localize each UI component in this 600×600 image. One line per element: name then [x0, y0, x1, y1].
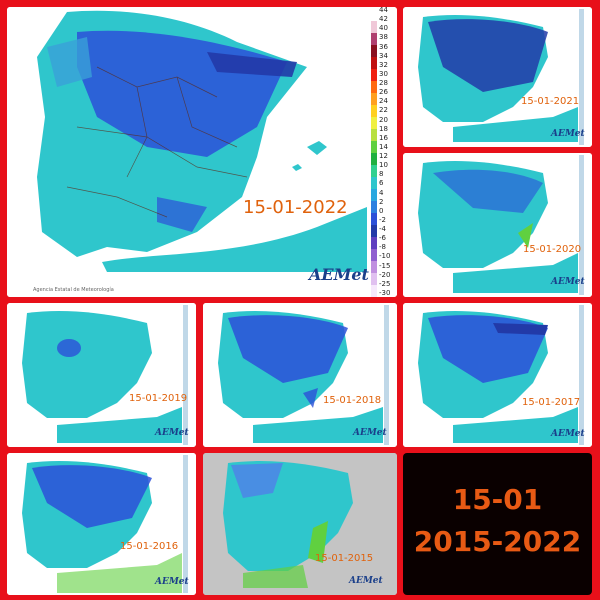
aemet-logo: AEMet [309, 265, 369, 284]
map-panel-2017: 15-01-2017 AEMet [403, 303, 592, 447]
scale-tick: 36 [379, 42, 388, 51]
map-date-2019: 15-01-2019 [129, 393, 188, 404]
aemet-logo: AEMet [551, 429, 585, 439]
scale-tick: 30 [379, 69, 388, 78]
scale-tick: 26 [379, 88, 388, 97]
scale-tick: 24 [379, 97, 388, 106]
temperature-map-2021 [403, 7, 592, 147]
map-date-2015: 15-01-2015 [315, 553, 374, 564]
map-panel-2021: 15-01-2021 AEMet [403, 7, 592, 147]
summary-panel: 15-01 2015-2022 [403, 453, 592, 595]
scale-tick: 32 [379, 60, 388, 69]
map-date-2018: 15-01-2018 [323, 395, 382, 406]
temperature-map-2017 [403, 303, 592, 447]
summary-date: 15-01 [452, 483, 543, 516]
scale-tick: -25 [379, 279, 391, 288]
scale-tick: 14 [379, 142, 388, 151]
map-date-2021: 15-01-2021 [521, 96, 580, 107]
scale-tick: -10 [379, 252, 391, 261]
scale-tick: 6 [379, 179, 384, 188]
scale-tick: -2 [379, 215, 386, 224]
scale-tick: 4 [379, 188, 384, 197]
scale-tick: 40 [379, 24, 388, 33]
scale-tick: 38 [379, 33, 388, 42]
scale-tick: 18 [379, 124, 388, 133]
scale-tick: -20 [379, 270, 391, 279]
scale-tick: 34 [379, 51, 388, 60]
aemet-logo: AEMet [353, 428, 387, 438]
aemet-logo: AEMet [551, 277, 585, 287]
scale-tick: -15 [379, 261, 391, 270]
map-panel-2015: 15-01-2015 AEMet [203, 453, 397, 595]
temperature-map-2016 [7, 453, 196, 595]
temperature-scale-ticks: 44 42 40 38 36 34 32 30 28 26 24 22 20 1… [379, 7, 397, 297]
scale-tick: 0 [379, 206, 384, 215]
scale-tick: 42 [379, 15, 388, 24]
scale-tick: -30 [379, 288, 391, 297]
map-panel-2019: 15-01-2019 AEMet [7, 303, 196, 447]
scale-tick: 8 [379, 170, 384, 179]
temperature-map-2020 [403, 153, 592, 297]
scale-tick: 22 [379, 106, 388, 115]
aemet-logo: AEMet [551, 129, 585, 139]
scale-tick: -4 [379, 225, 386, 233]
map-date-2017: 15-01-2017 [522, 397, 581, 408]
scale-tick: 16 [379, 133, 388, 142]
scale-tick: -6 [379, 234, 386, 243]
temperature-map-2015 [203, 453, 397, 595]
temperature-map-2019 [7, 303, 196, 447]
map-date-2020: 15-01-2020 [523, 244, 582, 255]
map-panel-2020: 15-01-2020 AEMet [403, 153, 592, 297]
map-date-2022: 15-01-2022 [243, 197, 348, 218]
aemet-logo: AEMet [155, 428, 189, 438]
scale-tick: 10 [379, 161, 388, 170]
scale-tick: 44 [379, 7, 388, 14]
map-panel-2016: 15-01-2016 AEMet [7, 453, 196, 595]
scale-tick: 28 [379, 79, 388, 87]
temperature-color-scale [371, 9, 377, 297]
map-date-2016: 15-01-2016 [120, 541, 179, 552]
scale-tick: 20 [379, 115, 388, 124]
temperature-map-2022 [7, 7, 397, 297]
aemet-logo: AEMet [349, 576, 383, 586]
scale-tick: -8 [379, 243, 386, 252]
scale-tick: 2 [379, 197, 384, 206]
aemet-logo: AEMet [155, 577, 189, 587]
temperature-map-2018 [203, 303, 397, 447]
summary-year-range: 2015-2022 [413, 525, 582, 558]
map-panel-2018: 15-01-2018 AEMet [203, 303, 397, 447]
map-panel-2022: 15-01-2022 AEMet Agencia Estatal de Mete… [7, 7, 397, 297]
agency-name: Agencia Estatal de Meteorología [33, 287, 114, 293]
scale-tick: 12 [379, 152, 388, 160]
